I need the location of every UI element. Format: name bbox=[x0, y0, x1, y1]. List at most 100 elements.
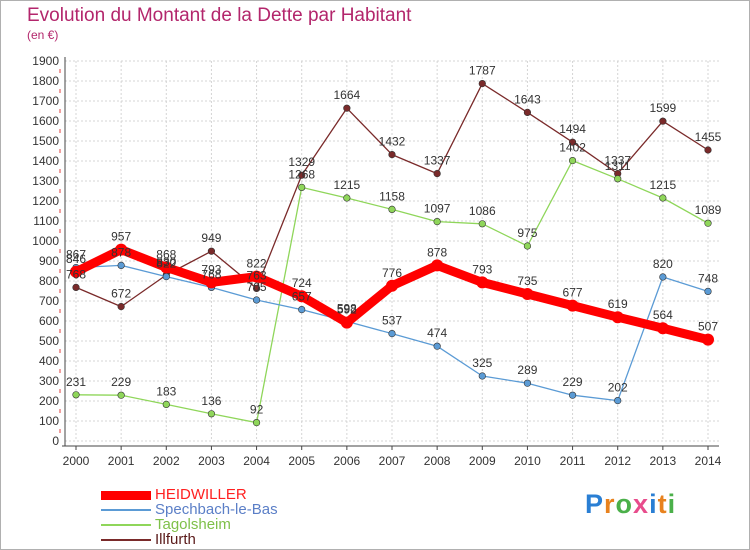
data-label: 289 bbox=[517, 363, 537, 377]
data-label: 1337 bbox=[604, 154, 631, 168]
data-point bbox=[70, 265, 82, 278]
data-point bbox=[295, 290, 308, 303]
data-point bbox=[568, 157, 577, 165]
data-point bbox=[659, 117, 667, 125]
y-tick-label: 100 bbox=[39, 414, 59, 428]
logo-letter: o bbox=[615, 489, 634, 519]
y-tick-label: 1000 bbox=[32, 234, 59, 248]
data-point bbox=[521, 288, 534, 300]
logo-letter: P bbox=[585, 489, 605, 519]
data-label: 1402 bbox=[559, 141, 586, 155]
data-label: 92 bbox=[250, 403, 264, 417]
y-tick-label: 1700 bbox=[32, 94, 59, 108]
y-tick-label: 200 bbox=[39, 394, 59, 408]
y-tick-label: 700 bbox=[39, 294, 59, 308]
data-label: 1311 bbox=[605, 159, 631, 173]
data-point bbox=[433, 170, 441, 178]
data-point bbox=[431, 259, 444, 272]
x-tick-label: 2001 bbox=[108, 454, 135, 468]
data-point bbox=[298, 171, 306, 179]
data-label: 793 bbox=[472, 262, 492, 276]
logo-letter: i bbox=[649, 489, 658, 519]
data-label: 776 bbox=[382, 266, 402, 280]
data-point bbox=[523, 242, 532, 250]
legend-label: Illfurth bbox=[155, 531, 196, 548]
data-label: 1215 bbox=[650, 178, 677, 192]
data-label: 1643 bbox=[514, 92, 541, 106]
data-label: 1089 bbox=[695, 203, 722, 217]
data-point bbox=[523, 379, 532, 387]
data-label: 202 bbox=[608, 381, 628, 395]
data-label: 822 bbox=[247, 257, 267, 271]
labels-layer: 846 957 868 793 822 724 592 776 878 793 735 677 619 5… bbox=[66, 64, 722, 417]
data-point bbox=[117, 261, 125, 270]
data-point bbox=[115, 243, 128, 256]
data-point bbox=[252, 419, 261, 427]
x-tick-label: 2014 bbox=[695, 454, 722, 468]
data-point bbox=[386, 279, 398, 292]
legend-label: Tagolsheim bbox=[155, 516, 231, 533]
y-tick-label: 1500 bbox=[32, 134, 59, 148]
data-point bbox=[568, 138, 577, 146]
data-point bbox=[252, 296, 261, 304]
logo-letter: t bbox=[657, 489, 668, 519]
y-tick-label: 0 bbox=[52, 434, 59, 448]
data-point bbox=[659, 194, 667, 202]
x-tick-label: 2008 bbox=[424, 454, 451, 468]
data-point bbox=[388, 330, 396, 338]
data-label: 793 bbox=[201, 262, 221, 276]
data-point bbox=[476, 276, 489, 289]
chart-title: Evolution du Montant de la Dette par Hab… bbox=[27, 5, 412, 26]
y-tick-label: 1400 bbox=[32, 154, 59, 168]
series-spechbach-le-bas bbox=[72, 261, 712, 405]
x-tick-label: 2011 bbox=[560, 454, 586, 468]
data-point bbox=[614, 397, 622, 405]
data-point bbox=[478, 220, 486, 228]
data-point bbox=[72, 391, 80, 399]
data-label: 1268 bbox=[288, 167, 315, 181]
data-point bbox=[704, 146, 712, 154]
data-point bbox=[252, 284, 261, 293]
data-point bbox=[298, 306, 306, 314]
data-point bbox=[388, 205, 396, 213]
data-point bbox=[478, 372, 486, 380]
y-tick-label: 400 bbox=[39, 354, 59, 368]
series-tagolsheim bbox=[72, 157, 712, 427]
y-tick-label: 1900 bbox=[32, 54, 59, 68]
data-label: 1215 bbox=[334, 178, 361, 192]
data-label: 564 bbox=[653, 308, 673, 322]
data-label: 136 bbox=[201, 394, 221, 408]
data-point bbox=[117, 391, 125, 399]
data-point bbox=[162, 273, 170, 281]
data-label: 1158 bbox=[379, 189, 405, 203]
data-point bbox=[343, 194, 351, 202]
data-label: 672 bbox=[111, 287, 131, 301]
y-tick-label: 1200 bbox=[32, 194, 59, 208]
y-tick-label: 600 bbox=[39, 314, 59, 328]
data-point bbox=[702, 333, 714, 346]
data-label: 619 bbox=[608, 297, 628, 311]
axes: 0 100 200 300 400 500 600 700 800 900 1000 1100 1200… bbox=[32, 54, 721, 468]
data-point bbox=[298, 183, 306, 191]
data-label: 507 bbox=[698, 320, 718, 334]
chart-subtitle: (en €) bbox=[27, 28, 59, 42]
data-point bbox=[478, 79, 486, 88]
data-point bbox=[568, 391, 577, 399]
data-label: 1599 bbox=[650, 101, 677, 115]
series-heidwiller bbox=[70, 243, 714, 346]
legend-label: HEIDWILLER bbox=[155, 486, 247, 503]
data-label: 763 bbox=[247, 268, 267, 282]
data-point bbox=[566, 299, 579, 312]
data-label: 1097 bbox=[424, 202, 451, 216]
y-tick-label: 900 bbox=[39, 254, 59, 268]
data-label: 1664 bbox=[334, 88, 361, 102]
y-tick-label: 800 bbox=[39, 274, 59, 288]
legend-swatch bbox=[101, 509, 151, 511]
data-label: 957 bbox=[111, 230, 131, 244]
data-point bbox=[343, 104, 351, 112]
x-tick-label: 2003 bbox=[198, 454, 225, 468]
y-tick-label: 300 bbox=[39, 374, 59, 388]
y-tick-label: 1600 bbox=[32, 114, 59, 128]
logo-letter: i bbox=[667, 489, 677, 519]
